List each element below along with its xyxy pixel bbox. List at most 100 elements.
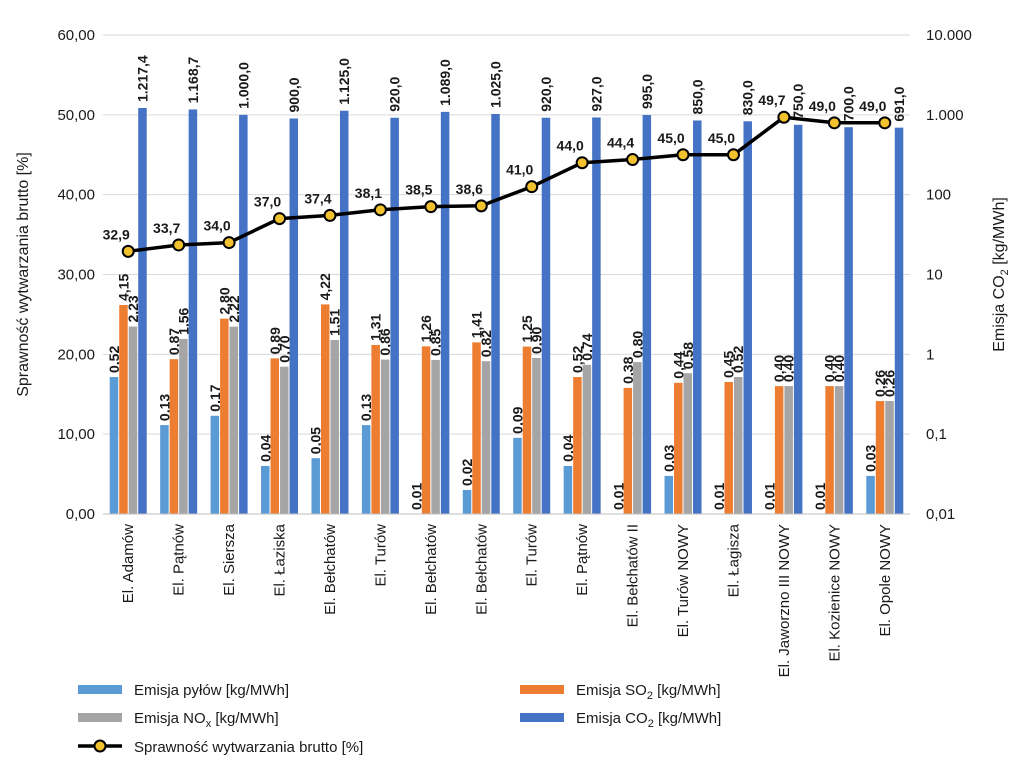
y-right-tick-label: 10.000 xyxy=(926,27,972,44)
data-label-co2: 700,0 xyxy=(841,86,857,121)
bar-nox xyxy=(582,364,592,514)
bar-co2 xyxy=(138,108,147,514)
category-label: El. Opole NOWY xyxy=(877,524,894,637)
data-label-co2: 1.089,0 xyxy=(437,59,453,106)
bar-nox xyxy=(380,359,390,514)
category-label: El. Pątnów xyxy=(171,524,188,596)
efficiency-marker xyxy=(827,116,841,130)
bar-co2 xyxy=(339,110,349,514)
bar-so2 xyxy=(320,304,330,514)
data-label-so2: 4,15 xyxy=(115,274,131,301)
data-label-pm: 0,02 xyxy=(459,459,475,486)
data-label-pm: 0,13 xyxy=(358,394,374,421)
bar-co2 xyxy=(440,111,450,515)
data-label-pm: 0,03 xyxy=(863,444,879,471)
data-label-line: 37,0 xyxy=(254,194,281,210)
data-label-co2: 920,0 xyxy=(538,76,554,111)
y-right-tick-label: 1 xyxy=(926,346,934,363)
data-label-so2: 4,22 xyxy=(317,273,333,300)
bar-so2 xyxy=(875,401,885,514)
data-label-line: 44,0 xyxy=(557,138,584,154)
bar-so2 xyxy=(623,387,633,514)
data-label-so2: 0,26 xyxy=(872,370,888,397)
y-left-tick-label: 30,00 xyxy=(57,267,95,284)
bar-co2 xyxy=(642,115,652,514)
data-label-line: 45,0 xyxy=(657,130,684,146)
bar-so2 xyxy=(371,344,380,514)
bar-so2 xyxy=(774,386,784,514)
bar-co2 xyxy=(289,118,299,515)
category-label: El. Łaziska xyxy=(272,523,289,596)
legend-swatch-co2 xyxy=(520,713,564,722)
data-label-co2: 927,0 xyxy=(588,76,604,111)
bar-co2 xyxy=(592,117,601,514)
bar-co2 xyxy=(894,127,904,514)
bar-nox xyxy=(532,357,541,514)
data-label-pm: 0,52 xyxy=(106,346,122,373)
data-label-nox: 0,40 xyxy=(831,355,847,382)
y-right-tick-label: 100 xyxy=(926,187,951,204)
efficiency-marker xyxy=(172,238,186,252)
data-label-pm: 0,04 xyxy=(560,434,576,461)
data-label-line: 38,5 xyxy=(405,182,432,198)
data-label-nox: 2,23 xyxy=(125,295,141,322)
efficiency-marker xyxy=(424,200,438,214)
data-label-so2: 0,38 xyxy=(620,356,636,383)
efficiency-marker xyxy=(575,156,589,170)
data-label-nox: 0,74 xyxy=(579,333,595,360)
bar-pm xyxy=(361,425,371,514)
y-right-tick-label: 1.000 xyxy=(926,107,964,124)
efficiency-marker xyxy=(121,244,135,258)
y-left-tick-label: 60,00 xyxy=(57,27,95,44)
data-label-nox: 0,80 xyxy=(629,331,645,358)
bar-pm xyxy=(513,437,522,514)
data-label-co2: 1.168,7 xyxy=(185,57,201,104)
efficiency-marker xyxy=(878,116,892,130)
bar-nox xyxy=(280,366,289,514)
legend-swatch-nox xyxy=(78,713,122,722)
data-label-so2: 0,40 xyxy=(822,355,838,382)
bar-nox xyxy=(431,359,440,514)
efficiency-marker xyxy=(726,148,740,162)
data-label-line: 49,7 xyxy=(758,92,785,108)
bar-so2 xyxy=(421,346,431,514)
bar-co2 xyxy=(743,121,752,514)
efficiency-marker xyxy=(273,212,287,226)
data-label-co2: 995,0 xyxy=(639,74,655,109)
y-right-tick-label: 0,1 xyxy=(926,426,947,443)
category-label: El. Bełchatów xyxy=(473,524,490,615)
data-label-pm: 0,03 xyxy=(661,444,677,471)
data-label-nox: 1,51 xyxy=(327,309,343,336)
data-label-line: 34,0 xyxy=(203,218,230,234)
category-label: El. Turów xyxy=(524,524,541,587)
data-label-so2: 1,26 xyxy=(418,315,434,342)
data-label-nox: 1,56 xyxy=(175,307,191,334)
data-label-nox: 0,70 xyxy=(276,335,292,362)
bar-nox xyxy=(330,340,339,514)
legend-label-pm: Emisja pyłów [kg/MWh] xyxy=(134,682,289,699)
data-label-co2: 1.217,4 xyxy=(134,55,150,102)
legend-label-co2: Emisja CO2 [kg/MWh] xyxy=(576,710,721,730)
bar-nox xyxy=(885,401,894,514)
data-label-co2: 920,0 xyxy=(387,76,403,111)
data-label-nox: 0,90 xyxy=(528,327,544,354)
y-left-tick-label: 10,00 xyxy=(57,426,95,443)
efficiency-marker xyxy=(222,236,236,250)
bar-co2 xyxy=(491,113,500,515)
bar-so2 xyxy=(522,346,532,514)
data-label-nox: 0,52 xyxy=(730,346,746,373)
efficiency-marker xyxy=(676,148,690,162)
legend-marker-line xyxy=(93,739,107,753)
data-label-co2: 750,0 xyxy=(790,84,806,119)
bar-nox xyxy=(784,386,793,514)
data-label-pm: 0,05 xyxy=(308,427,324,454)
bar-pm xyxy=(462,489,472,514)
data-label-line: 41,0 xyxy=(506,162,533,178)
category-label: El. Turów xyxy=(372,524,389,587)
data-label-nox: 0,85 xyxy=(428,329,444,356)
data-label-co2: 850,0 xyxy=(689,79,705,114)
category-label: El. Pątnów xyxy=(574,524,591,596)
y-left-tick-label: 50,00 xyxy=(57,107,95,124)
bar-so2 xyxy=(169,359,179,514)
